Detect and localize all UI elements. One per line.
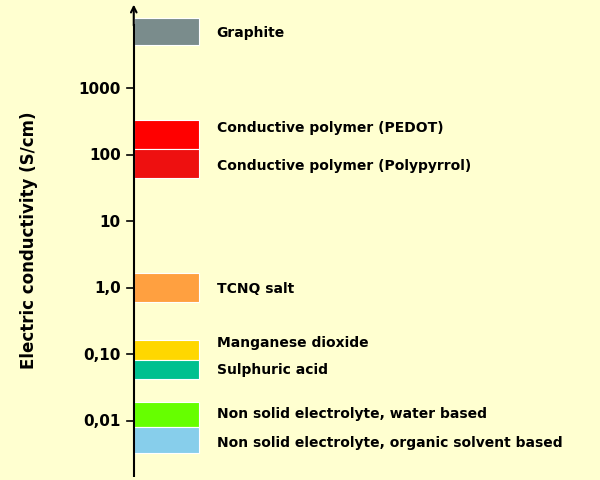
Text: Non solid electrolyte, organic solvent based: Non solid electrolyte, organic solvent b… bbox=[217, 435, 562, 449]
Text: Manganese dioxide: Manganese dioxide bbox=[217, 336, 368, 349]
Bar bbox=[134, 428, 199, 453]
Text: Graphite: Graphite bbox=[217, 25, 285, 40]
Text: 0,01: 0,01 bbox=[83, 413, 121, 428]
Text: Non solid electrolyte, water based: Non solid electrolyte, water based bbox=[217, 406, 487, 420]
Text: 100: 100 bbox=[89, 148, 121, 163]
Bar bbox=[134, 360, 199, 380]
Bar bbox=[134, 121, 199, 150]
Bar bbox=[134, 150, 199, 179]
Text: 10: 10 bbox=[100, 214, 121, 229]
Bar bbox=[134, 340, 199, 360]
Bar bbox=[134, 19, 199, 46]
Text: Conductive polymer (PEDOT): Conductive polymer (PEDOT) bbox=[217, 120, 443, 134]
Text: 1000: 1000 bbox=[78, 82, 121, 96]
Bar bbox=[134, 274, 199, 303]
Text: Sulphuric acid: Sulphuric acid bbox=[217, 363, 328, 377]
Text: Electric conductivity (S/cm): Electric conductivity (S/cm) bbox=[20, 111, 38, 369]
Bar bbox=[134, 402, 199, 428]
Text: 1,0: 1,0 bbox=[94, 281, 121, 296]
Text: Conductive polymer (Polypyrrol): Conductive polymer (Polypyrrol) bbox=[217, 158, 471, 172]
Text: 0,10: 0,10 bbox=[83, 347, 121, 362]
Text: TCNQ salt: TCNQ salt bbox=[217, 281, 294, 295]
